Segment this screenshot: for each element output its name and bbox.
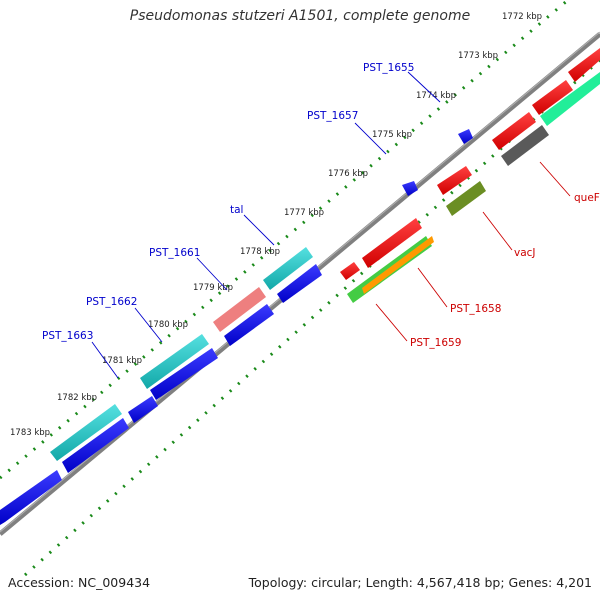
tick-label: 1775 kbp <box>372 130 412 140</box>
forward-outer-features <box>50 247 313 461</box>
tick-label: 1774 kbp <box>416 91 456 101</box>
accession-text: Accession: NC_009434 <box>8 575 151 590</box>
feature-olive[interactable] <box>446 181 486 216</box>
tick-labels: 1772 kbp 1773 kbp 1774 kbp 1775 kbp 1776 kbp… <box>10 12 542 438</box>
tick-label: 1780 kbp <box>148 320 188 330</box>
gene-label[interactable]: queF <box>574 192 600 204</box>
cds-reverse[interactable] <box>437 166 472 195</box>
cds-reverse[interactable] <box>532 80 573 115</box>
cds-forward[interactable] <box>62 418 129 473</box>
map-title: Pseudomonas stutzeri A1501, complete gen… <box>129 8 471 24</box>
tick-label: 1776 kbp <box>328 169 368 179</box>
cds-reverse[interactable] <box>492 112 536 150</box>
tick-label: 1777 kbp <box>284 208 324 218</box>
feature-orange[interactable] <box>362 236 434 294</box>
feature-cyan[interactable] <box>263 247 313 290</box>
tick-label: 1778 kbp <box>240 247 280 257</box>
inner-tick-track <box>23 58 600 577</box>
gene-label[interactable]: PST_1657 <box>307 110 358 122</box>
gene-label[interactable]: PST_1658 <box>450 303 501 315</box>
cds-reverse[interactable] <box>362 218 422 268</box>
feature-cyan[interactable] <box>50 404 122 461</box>
gene-label[interactable]: PST_1659 <box>410 337 461 349</box>
cds-reverse[interactable] <box>568 48 600 82</box>
feature-cyan[interactable] <box>140 334 209 389</box>
feature-green[interactable] <box>540 72 600 126</box>
cds-forward[interactable] <box>458 129 473 144</box>
cds-forward[interactable] <box>277 264 322 303</box>
cds-forward[interactable] <box>150 348 218 400</box>
gene-label[interactable]: vacJ <box>514 247 536 259</box>
gene-label[interactable]: PST_1662 <box>86 296 137 308</box>
feature-tal[interactable] <box>213 287 266 332</box>
tick-label: 1772 kbp <box>502 12 542 22</box>
tick-label: 1779 kbp <box>193 283 233 293</box>
tick-label: 1781 kbp <box>102 356 142 366</box>
cds-forward[interactable] <box>402 181 418 196</box>
tick-label: 1782 kbp <box>57 393 97 403</box>
reverse-strand-features <box>340 48 600 303</box>
tick-label: 1783 kbp <box>10 428 50 438</box>
cds-reverse[interactable] <box>340 262 360 280</box>
gene-label[interactable]: PST_1663 <box>42 330 93 342</box>
outer-tick-track <box>0 0 569 480</box>
feature-grey[interactable] <box>501 125 549 166</box>
gene-label[interactable]: PST_1655 <box>363 62 414 74</box>
gene-label[interactable]: PST_1661 <box>149 247 200 259</box>
cds-forward[interactable] <box>128 396 158 423</box>
cds-forward[interactable] <box>224 304 274 346</box>
cds-forward[interactable] <box>0 470 62 525</box>
tick-label: 1773 kbp <box>458 51 498 61</box>
topology-text: Topology: circular; Length: 4,567,418 bp… <box>248 575 592 590</box>
label-leaders <box>91 71 571 379</box>
forward-strand-features <box>0 129 473 525</box>
gene-label[interactable]: tal <box>230 204 243 216</box>
